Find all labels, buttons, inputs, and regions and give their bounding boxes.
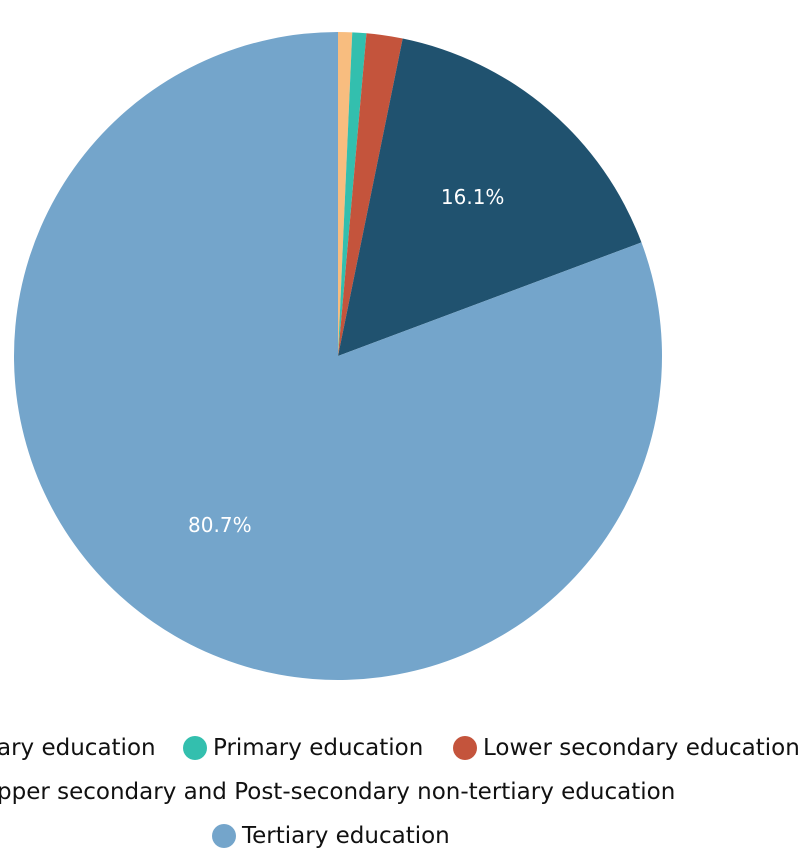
pie-chart: 16.1% 80.7% [13, 32, 663, 681]
legend-label-less-than-primary: ary education [0, 735, 156, 761]
legend-label-tertiary: Tertiary education [242, 823, 450, 849]
legend-dot-lower-secondary-icon [453, 736, 477, 760]
legend-row-2: pper secondary and Post-secondary non-te… [0, 777, 811, 807]
pie-data-label-0: 16.1% [441, 185, 505, 209]
legend-dot-primary-icon [183, 736, 207, 760]
legend-row-3: Tertiary education [0, 821, 811, 851]
pie-slice-2[interactable] [338, 33, 403, 356]
pie-data-label-1: 80.7% [188, 513, 252, 537]
pie-slice-1[interactable] [338, 32, 367, 357]
legend-row-1: ary education Primary education Lower se… [0, 733, 811, 763]
pie-slice-0[interactable] [338, 32, 353, 356]
legend-dot-tertiary-icon [212, 824, 236, 848]
legend-label-primary: Primary education [213, 735, 424, 761]
pie-slices [13, 32, 663, 681]
pie-slice-3[interactable] [338, 38, 642, 356]
legend-label-lower-secondary: Lower secondary education [483, 735, 800, 761]
pie-slice-4[interactable] [13, 32, 663, 681]
pie-data-labels: 16.1% 80.7% [188, 185, 504, 537]
legend-label-upper-secondary: pper secondary and Post-secondary non-te… [0, 779, 676, 805]
